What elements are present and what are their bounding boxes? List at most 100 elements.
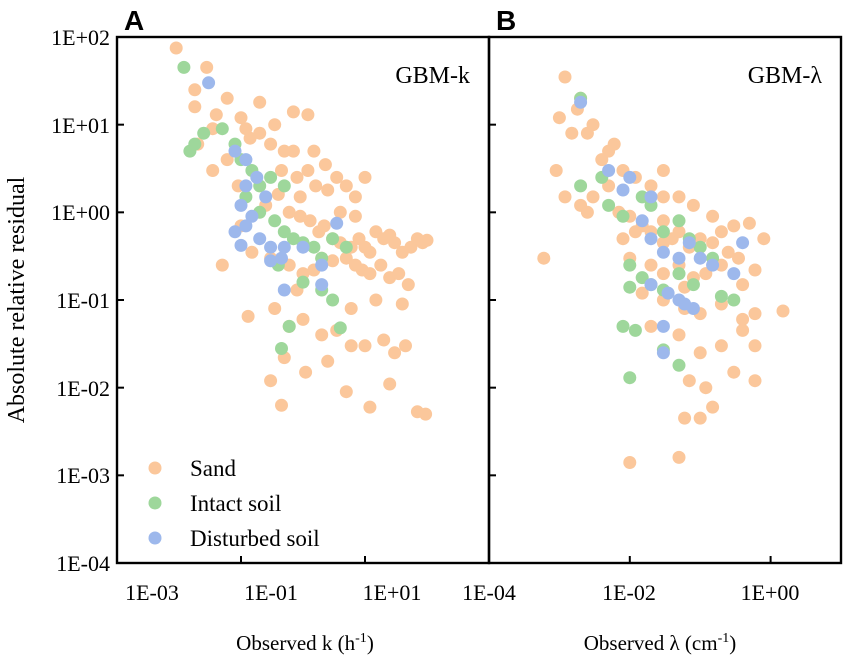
point-sand (732, 251, 745, 265)
point-disturbed-soil (656, 346, 670, 360)
point-sand (742, 216, 756, 230)
point-sand (290, 170, 304, 184)
point-sand (326, 254, 340, 268)
point-sand (693, 411, 707, 425)
y-tick-label: 1E+01 (51, 113, 110, 138)
point-sand (623, 456, 637, 469)
panel-b-label: B (496, 5, 516, 36)
point-sand (369, 293, 383, 307)
point-sand (318, 158, 332, 172)
point-sand (558, 70, 572, 84)
point-disturbed-soil (706, 258, 720, 272)
point-sand (628, 225, 642, 239)
point-sand (558, 190, 572, 204)
point-sand (586, 190, 600, 204)
legend-label-sand: Sand (190, 456, 237, 481)
point-intact-soil (326, 293, 340, 307)
point-sand (264, 137, 278, 151)
x-tick-label: 1E-03 (125, 580, 179, 605)
point-sand (277, 144, 291, 158)
panel-b-y-tick-marks (489, 36, 496, 564)
point-disturbed-soil (245, 209, 259, 223)
panel-b-x-tick-marks (628, 556, 772, 563)
point-intact-soil (268, 214, 282, 228)
point-sand (330, 170, 344, 184)
point-sand (282, 205, 296, 219)
point-sand (776, 304, 790, 318)
point-sand (580, 126, 594, 140)
point-intact-soil (623, 371, 637, 385)
point-intact-soil (264, 170, 278, 184)
point-intact-soil (296, 275, 310, 289)
point-sand (401, 278, 415, 292)
point-sand (748, 263, 762, 277)
point-sand (321, 354, 335, 368)
point-sand (188, 100, 202, 114)
point-sand (420, 233, 434, 247)
y-axis-label: Absolute relative residual (4, 176, 30, 423)
point-sand (672, 225, 686, 239)
point-intact-soil (277, 179, 291, 193)
point-sand (656, 164, 670, 177)
point-sand (419, 407, 433, 421)
point-sand (736, 312, 750, 326)
point-sand (748, 307, 762, 321)
point-sand (706, 236, 720, 250)
point-disturbed-soil (635, 214, 649, 228)
point-sand (348, 190, 362, 204)
x-tick-label: 1E+00 (741, 580, 800, 605)
point-sand (358, 170, 372, 184)
point-disturbed-soil (277, 240, 291, 254)
x-tick-label: 1E+01 (363, 580, 422, 605)
point-sand (537, 251, 551, 265)
point-disturbed-soil (315, 258, 329, 272)
point-sand (395, 297, 409, 311)
legend-marker-disturbed-soil (148, 531, 162, 545)
point-sand (377, 333, 391, 347)
point-intact-soil (635, 271, 649, 285)
point-sand (293, 209, 307, 223)
point-sand (686, 198, 700, 212)
point-intact-soil (333, 321, 347, 335)
point-sand (656, 236, 670, 250)
point-disturbed-soil (736, 236, 750, 250)
point-sand (333, 205, 347, 219)
y-tick-label: 1E-03 (56, 463, 110, 488)
point-disturbed-soil (228, 225, 242, 239)
point-sand (296, 312, 310, 326)
point-sand (721, 245, 735, 259)
point-sand (706, 209, 720, 223)
point-intact-soil (616, 319, 630, 333)
point-sand (616, 232, 630, 246)
point-sand (220, 153, 234, 167)
point-sand (644, 258, 658, 272)
point-disturbed-soil (239, 153, 253, 167)
point-sand (388, 236, 402, 250)
point-disturbed-soil (296, 240, 310, 254)
y-tick-label: 1E-04 (56, 551, 110, 576)
legend-label-intact-soil: Intact soil (190, 491, 281, 516)
point-sand (344, 339, 358, 353)
point-sand (736, 278, 750, 292)
point-disturbed-soil (693, 251, 707, 265)
point-intact-soil (727, 293, 741, 307)
x-tick-label: 1E-02 (602, 580, 656, 605)
point-sand (268, 302, 282, 315)
point-sand (220, 91, 234, 105)
point-sand (301, 108, 315, 122)
point-sand (678, 411, 692, 425)
legend-label-disturbed-soil: Disturbed soil (190, 526, 320, 551)
point-intact-soil (275, 342, 288, 355)
point-sand (693, 346, 707, 360)
point-intact-soil (623, 280, 637, 294)
point-disturbed-soil (315, 278, 329, 292)
point-sand (241, 309, 255, 323)
panel-a: A GBM-k 1E+02 1E+01 1E+00 1E-01 1E-02 1E… (4, 5, 516, 655)
point-intact-soil (188, 137, 202, 151)
point-sand (748, 374, 762, 388)
point-sand (339, 385, 353, 399)
point-disturbed-soil (682, 236, 696, 250)
point-intact-soil (628, 323, 642, 337)
point-sand (275, 398, 288, 412)
point-sand (644, 179, 658, 193)
